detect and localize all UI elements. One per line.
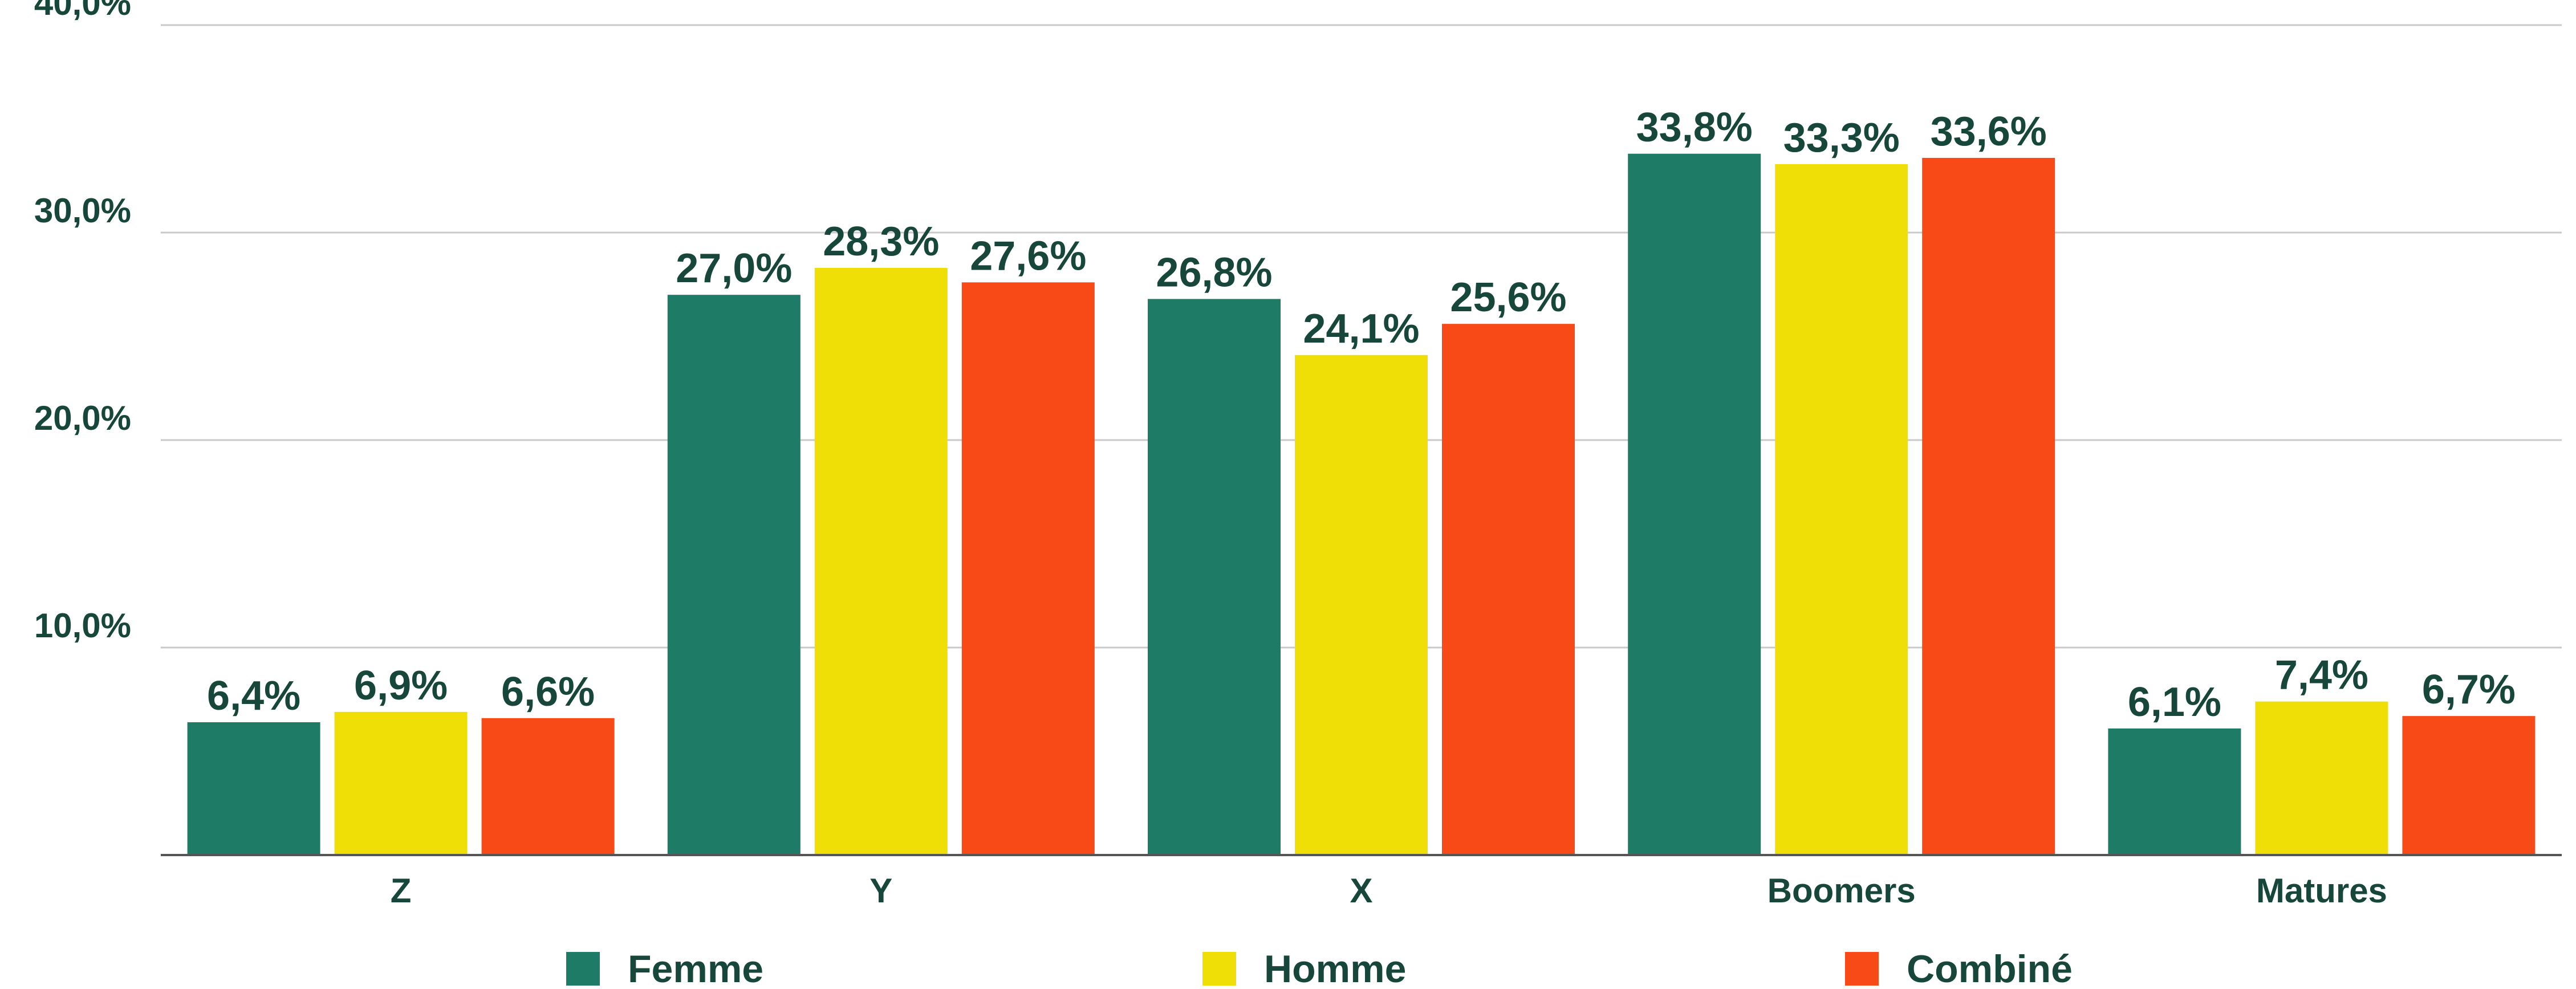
bar: [481, 718, 615, 855]
bar: [667, 295, 801, 855]
x-category-label: X: [1350, 872, 1372, 910]
bar: [2402, 716, 2536, 855]
data-label: 33,3%: [1783, 115, 1900, 161]
data-labels: 6,4% 6,9% 6,6% 27,0% 28,3% 27,6% 26,8% 24,1% 25,…: [207, 105, 2516, 725]
data-label: 6,7%: [2422, 667, 2516, 713]
y-tick-label: 10,0%: [34, 607, 131, 645]
x-category-label: Matures: [2256, 872, 2387, 910]
bar: [814, 267, 948, 855]
data-label: 33,6%: [1931, 109, 2047, 154]
data-label: 26,8%: [1156, 250, 1272, 295]
bar: [1148, 299, 1281, 855]
bar: [334, 711, 468, 855]
data-label: 24,1%: [1303, 306, 1419, 352]
x-category-label: Boomers: [1768, 872, 1916, 910]
bar: [2255, 701, 2388, 855]
legend-label: Femme: [628, 947, 763, 989]
data-label: 6,6%: [501, 669, 595, 715]
data-label: 6,9%: [354, 663, 448, 709]
y-tick-label: 20,0%: [34, 399, 131, 437]
bar: [961, 282, 1095, 855]
data-label: 6,4%: [207, 673, 300, 719]
data-label: 28,3%: [823, 219, 939, 264]
x-category-label: Y: [869, 872, 892, 910]
bar: [1442, 324, 1575, 855]
y-axis-ticks: 10,0% 20,0% 30,0% 40,0%: [34, 0, 131, 645]
x-category-label: Z: [391, 872, 412, 910]
bar: [1775, 164, 1908, 855]
bar: [2108, 728, 2241, 855]
legend-swatch: [1845, 952, 1879, 986]
y-tick-label: 30,0%: [34, 192, 131, 230]
data-label: 6,1%: [2128, 679, 2221, 725]
bars: [187, 153, 2536, 856]
legend-label: Combiné: [1907, 947, 2073, 989]
legend-swatch: [566, 952, 600, 986]
data-label: 33,8%: [1636, 105, 1753, 150]
y-tick-label: 40,0%: [34, 0, 131, 22]
data-label: 25,6%: [1450, 275, 1566, 320]
x-axis-categories: Z Y X Boomers Matures: [391, 872, 2387, 910]
legend-swatch: [1202, 952, 1236, 986]
legend: Femme Homme Combiné: [566, 947, 2073, 989]
bar: [1628, 153, 1761, 856]
bar: [1295, 355, 1428, 855]
data-label: 7,4%: [2275, 653, 2368, 698]
bar: [1922, 157, 2055, 856]
data-label: 27,0%: [676, 246, 792, 291]
data-label: 27,6%: [970, 233, 1086, 279]
legend-label: Homme: [1264, 947, 1406, 989]
bar: [187, 722, 320, 855]
